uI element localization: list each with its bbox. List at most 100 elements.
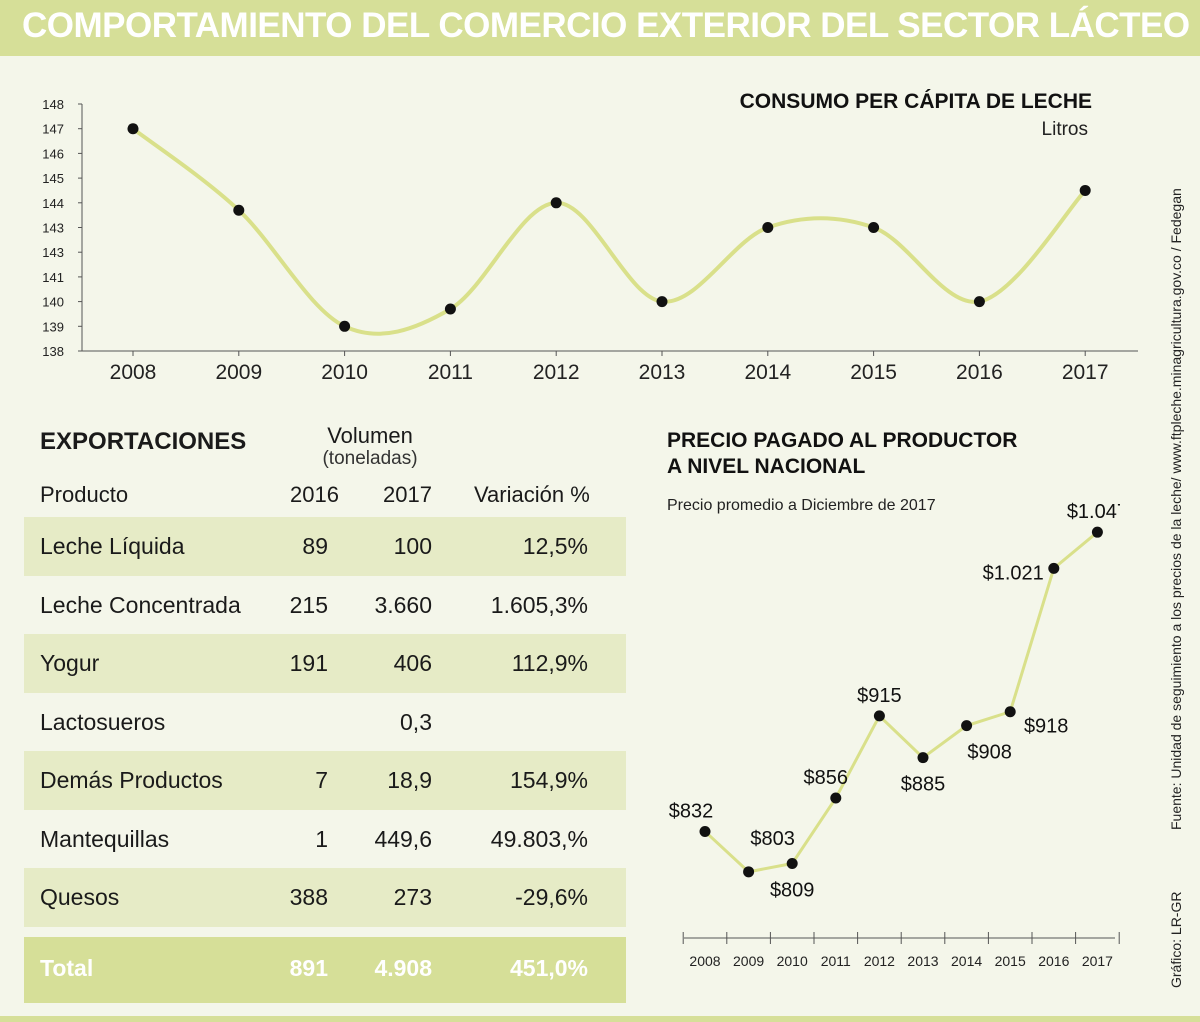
data-point xyxy=(873,710,885,722)
y-tick-label: 143 xyxy=(42,221,64,236)
page-title: COMPORTAMIENTO DEL COMERCIO EXTERIOR DEL… xyxy=(22,6,1190,45)
data-point xyxy=(762,222,774,233)
credit-note: Gráfico: LR-GR xyxy=(1168,892,1188,998)
x-tick-label: 2015 xyxy=(850,361,897,384)
x-tick-label: 2012 xyxy=(864,953,895,969)
y-tick-label: 140 xyxy=(42,295,64,310)
data-point xyxy=(1091,526,1103,538)
x-tick-label: 2012 xyxy=(533,361,580,384)
cell-variation: 12,5% xyxy=(522,533,588,559)
data-point xyxy=(917,752,929,764)
header-bar: COMPORTAMIENTO DEL COMERCIO EXTERIOR DEL… xyxy=(0,0,1200,56)
volume-title: Volumen xyxy=(327,423,413,448)
data-point xyxy=(339,320,351,332)
source-note: Fuente: Unidad de seguimiento a los prec… xyxy=(1168,188,1188,840)
data-label: $803 xyxy=(750,828,795,850)
credit-text: Gráfico: LR-GR xyxy=(1168,891,1184,988)
cell-2017: 449,6 xyxy=(374,825,432,852)
x-tick-label: 2016 xyxy=(956,361,1003,384)
y-tick-label: 146 xyxy=(42,146,64,161)
table-total-row: Total 891 4.908 451,0% xyxy=(24,936,626,1003)
cell-2017: 0,3 xyxy=(400,708,432,735)
data-point xyxy=(743,866,755,878)
data-point xyxy=(1004,706,1016,718)
data-label: $915 xyxy=(857,685,902,707)
x-tick-label: 2017 xyxy=(1062,361,1109,384)
producer-price-chart: PRECIO PAGADO AL PRODUCTOR A NIVEL NACION… xyxy=(667,429,1120,969)
data-point xyxy=(444,303,456,315)
cell-2016: 1 xyxy=(315,825,328,852)
chart-title: CONSUMO PER CÁPITA DE LECHE xyxy=(740,90,1092,113)
table-row: Yogur 191 406 112,9% xyxy=(24,634,626,693)
cell-2016: 7 xyxy=(315,767,328,793)
x-tick-label: 2013 xyxy=(639,361,686,384)
cell-product: Total xyxy=(40,954,94,981)
cell-variation: 154,9% xyxy=(509,767,588,793)
data-label: $885 xyxy=(901,774,946,796)
data-label: $832 xyxy=(669,800,714,822)
chart-title-line1: PRECIO PAGADO AL PRODUCTOR xyxy=(667,429,1017,452)
cell-2016: 215 xyxy=(289,591,328,618)
data-point xyxy=(233,204,245,216)
data-label: $856 xyxy=(804,767,849,789)
table-row: Mantequillas 1 449,6 49.803,% xyxy=(24,810,626,869)
y-tick-label: 144 xyxy=(42,196,64,211)
x-tick-label: 2013 xyxy=(907,953,938,969)
col-header-2016: 2016 xyxy=(290,482,339,507)
series-line xyxy=(703,531,1099,874)
cell-product: Yogur xyxy=(40,650,100,676)
col-header-variation: Variación % xyxy=(474,482,590,507)
data-point xyxy=(656,296,668,308)
x-tick-label: 2011 xyxy=(821,953,851,969)
exports-table: Leche Líquida 89 100 12,5% Leche Concent… xyxy=(24,517,626,1003)
data-point xyxy=(830,792,842,804)
cell-variation: -29,6% xyxy=(515,884,588,910)
x-tick-label: 2011 xyxy=(428,361,473,384)
chart-subtitle: Precio promedio a Diciembre de 2017 xyxy=(667,497,936,514)
cell-variation: 451,0% xyxy=(509,954,588,981)
data-point xyxy=(1048,562,1060,574)
x-tick-label: 2015 xyxy=(995,953,1026,969)
data-point xyxy=(1079,184,1091,196)
table-row: Lactosueros 0,3 xyxy=(24,693,626,752)
table-row: Leche Líquida 89 100 12,5% xyxy=(24,517,626,576)
cell-2016: 891 xyxy=(289,954,328,981)
x-tick-label: 2016 xyxy=(1038,953,1069,969)
x-tick-label: 2008 xyxy=(110,361,157,384)
col-header-2017: 2017 xyxy=(383,482,432,507)
col-header-product: Producto xyxy=(40,482,129,507)
volume-subtitle: (toneladas) xyxy=(322,448,418,469)
data-point xyxy=(699,825,711,837)
cell-2017: 4.908 xyxy=(374,954,432,981)
cell-product: Leche Líquida xyxy=(40,533,185,559)
cell-variation: 49.803,% xyxy=(490,825,588,852)
cell-product: Mantequillas xyxy=(40,825,170,852)
y-tick-label: 145 xyxy=(42,171,64,186)
x-tick-label: 2008 xyxy=(689,953,720,969)
footer-line xyxy=(0,1016,1200,1022)
cell-2017: 3.660 xyxy=(374,591,432,618)
exports-title: EXPORTACIONES xyxy=(40,428,247,455)
source-text: Fuente: Unidad de seguimiento a los prec… xyxy=(1168,188,1184,830)
chart-title-line2: A NIVEL NACIONAL xyxy=(667,455,866,478)
x-tick-label: 2010 xyxy=(777,953,808,969)
data-point xyxy=(127,123,139,135)
data-label: $918 xyxy=(1024,716,1068,738)
data-point xyxy=(961,720,973,732)
cell-product: Lactosueros xyxy=(40,708,166,735)
cell-2016: 388 xyxy=(289,884,328,910)
y-tick-label: 148 xyxy=(42,97,64,112)
y-tick-label: 138 xyxy=(42,344,64,359)
data-label: $809 xyxy=(770,879,815,901)
y-tick-label: 141 xyxy=(42,270,64,285)
y-tick-label: 143 xyxy=(42,245,64,260)
series-line xyxy=(131,127,1087,336)
table-row: Quesos 388 273 -29,6% xyxy=(24,868,626,927)
y-tick-label: 139 xyxy=(42,319,64,334)
cell-2017: 100 xyxy=(393,533,432,559)
chart-subtitle: Litros xyxy=(1042,119,1088,140)
cell-2017: 273 xyxy=(393,884,432,910)
table-row: Leche Concentrada 215 3.660 1.605,3% xyxy=(24,576,626,635)
cell-product: Leche Concentrada xyxy=(40,591,241,618)
data-point xyxy=(550,197,562,209)
